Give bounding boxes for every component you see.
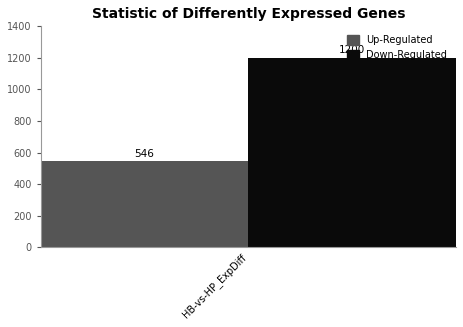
Legend: Up-Regulated, Down-Regulated: Up-Regulated, Down-Regulated bbox=[343, 31, 451, 64]
Bar bbox=[41, 161, 248, 247]
Text: 1200: 1200 bbox=[339, 45, 365, 56]
Bar bbox=[248, 58, 456, 247]
Title: Statistic of Differently Expressed Genes: Statistic of Differently Expressed Genes bbox=[92, 7, 405, 21]
Text: 546: 546 bbox=[135, 149, 154, 159]
